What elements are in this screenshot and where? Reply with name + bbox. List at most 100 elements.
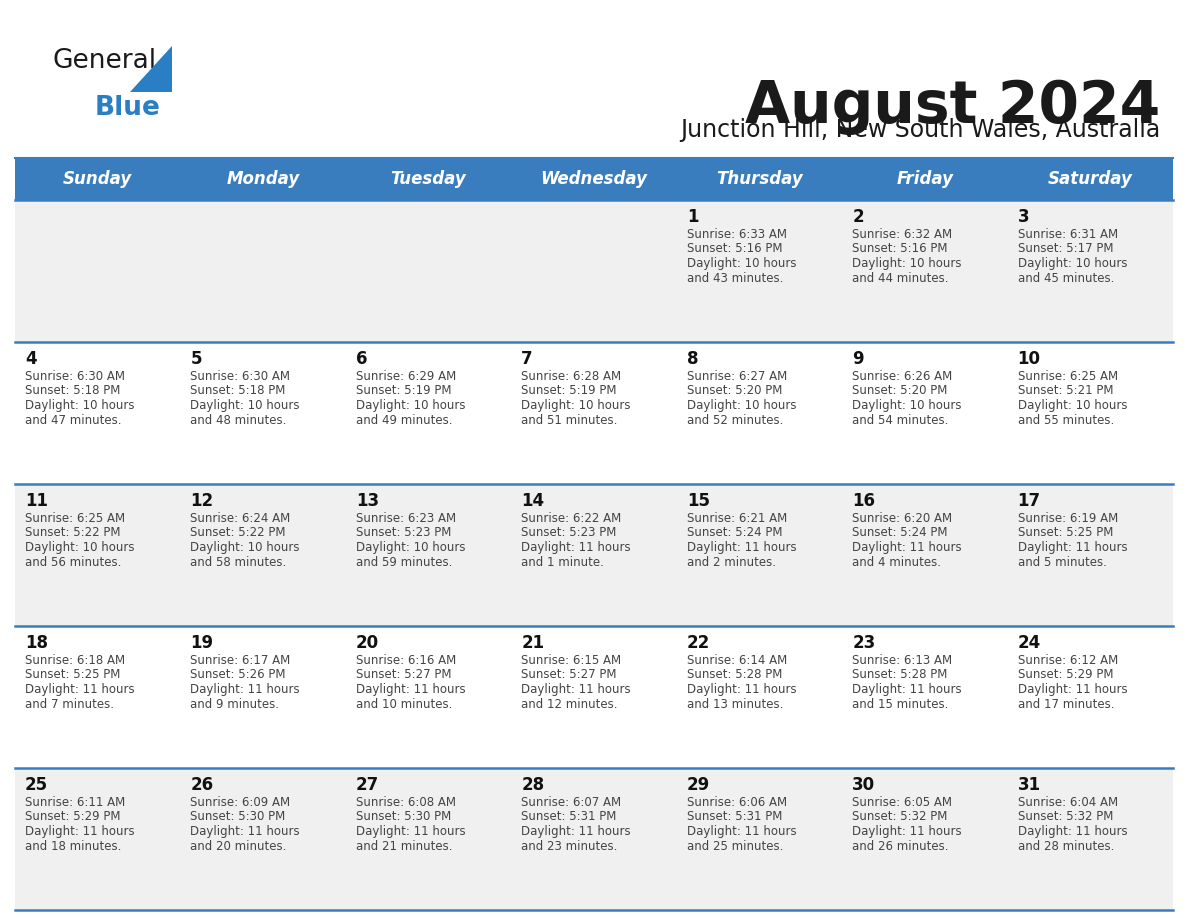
Text: Sunset: 5:30 PM: Sunset: 5:30 PM [356,811,451,823]
Text: Sunrise: 6:18 AM: Sunrise: 6:18 AM [25,654,125,667]
Text: and 7 minutes.: and 7 minutes. [25,698,114,711]
Text: Sunset: 5:27 PM: Sunset: 5:27 PM [356,668,451,681]
Text: 4: 4 [25,350,37,368]
Text: Sunrise: 6:25 AM: Sunrise: 6:25 AM [25,512,125,525]
Text: 17: 17 [1018,492,1041,510]
Text: 6: 6 [356,350,367,368]
Text: Sunset: 5:26 PM: Sunset: 5:26 PM [190,668,286,681]
Text: and 21 minutes.: and 21 minutes. [356,839,453,853]
Text: Sunset: 5:28 PM: Sunset: 5:28 PM [852,668,948,681]
Text: Sunrise: 6:32 AM: Sunrise: 6:32 AM [852,228,953,241]
Text: Daylight: 11 hours: Daylight: 11 hours [687,683,796,696]
Text: Sunrise: 6:20 AM: Sunrise: 6:20 AM [852,512,953,525]
Text: Daylight: 10 hours: Daylight: 10 hours [852,257,961,270]
Text: Sunset: 5:23 PM: Sunset: 5:23 PM [522,527,617,540]
Text: 3: 3 [1018,208,1029,226]
Text: Sunset: 5:32 PM: Sunset: 5:32 PM [1018,811,1113,823]
Text: Sunset: 5:31 PM: Sunset: 5:31 PM [687,811,782,823]
Text: Daylight: 11 hours: Daylight: 11 hours [1018,541,1127,554]
Text: 21: 21 [522,634,544,652]
Text: Sunrise: 6:12 AM: Sunrise: 6:12 AM [1018,654,1118,667]
Text: and 44 minutes.: and 44 minutes. [852,272,949,285]
Text: Sunset: 5:18 PM: Sunset: 5:18 PM [190,385,286,397]
Text: and 52 minutes.: and 52 minutes. [687,413,783,427]
Text: Junction Hill, New South Wales, Australia: Junction Hill, New South Wales, Australi… [680,118,1159,142]
Text: 9: 9 [852,350,864,368]
Text: Sunrise: 6:22 AM: Sunrise: 6:22 AM [522,512,621,525]
Text: Sunrise: 6:33 AM: Sunrise: 6:33 AM [687,228,786,241]
Text: 29: 29 [687,776,710,794]
Text: Sunset: 5:21 PM: Sunset: 5:21 PM [1018,385,1113,397]
Text: Daylight: 10 hours: Daylight: 10 hours [1018,399,1127,412]
Text: 16: 16 [852,492,876,510]
Text: and 45 minutes.: and 45 minutes. [1018,272,1114,285]
Text: 7: 7 [522,350,533,368]
Text: Thursday: Thursday [716,170,803,188]
Text: Daylight: 11 hours: Daylight: 11 hours [522,683,631,696]
Text: 10: 10 [1018,350,1041,368]
Text: 23: 23 [852,634,876,652]
Text: 8: 8 [687,350,699,368]
Text: Daylight: 10 hours: Daylight: 10 hours [852,399,961,412]
Text: Daylight: 11 hours: Daylight: 11 hours [852,825,962,838]
Text: and 49 minutes.: and 49 minutes. [356,413,453,427]
Bar [15,484,1173,626]
Text: Sunset: 5:18 PM: Sunset: 5:18 PM [25,385,120,397]
Text: Daylight: 10 hours: Daylight: 10 hours [1018,257,1127,270]
Text: General: General [52,48,156,74]
Text: and 12 minutes.: and 12 minutes. [522,698,618,711]
Text: Daylight: 11 hours: Daylight: 11 hours [522,825,631,838]
Text: Daylight: 11 hours: Daylight: 11 hours [25,683,134,696]
Bar [15,200,1173,342]
Text: and 1 minute.: and 1 minute. [522,555,605,568]
Text: Sunrise: 6:21 AM: Sunrise: 6:21 AM [687,512,786,525]
Text: Sunset: 5:16 PM: Sunset: 5:16 PM [852,242,948,255]
Text: and 59 minutes.: and 59 minutes. [356,555,453,568]
Text: 18: 18 [25,634,48,652]
Text: Sunset: 5:19 PM: Sunset: 5:19 PM [356,385,451,397]
Text: Sunrise: 6:24 AM: Sunrise: 6:24 AM [190,512,291,525]
Text: Daylight: 11 hours: Daylight: 11 hours [852,541,962,554]
Text: Sunrise: 6:08 AM: Sunrise: 6:08 AM [356,796,456,809]
Bar [15,342,1173,484]
Text: Sunrise: 6:14 AM: Sunrise: 6:14 AM [687,654,786,667]
Text: Daylight: 11 hours: Daylight: 11 hours [522,541,631,554]
Text: Sunrise: 6:31 AM: Sunrise: 6:31 AM [1018,228,1118,241]
Text: Sunset: 5:30 PM: Sunset: 5:30 PM [190,811,285,823]
Text: Daylight: 11 hours: Daylight: 11 hours [1018,683,1127,696]
Text: Daylight: 11 hours: Daylight: 11 hours [356,825,466,838]
Text: Sunset: 5:28 PM: Sunset: 5:28 PM [687,668,782,681]
Text: Daylight: 11 hours: Daylight: 11 hours [852,683,962,696]
Text: and 10 minutes.: and 10 minutes. [356,698,453,711]
Text: and 17 minutes.: and 17 minutes. [1018,698,1114,711]
Text: Daylight: 10 hours: Daylight: 10 hours [356,541,466,554]
Text: Sunrise: 6:29 AM: Sunrise: 6:29 AM [356,370,456,383]
Text: Sunset: 5:25 PM: Sunset: 5:25 PM [25,668,120,681]
Text: 22: 22 [687,634,710,652]
Text: Daylight: 10 hours: Daylight: 10 hours [522,399,631,412]
Text: Sunrise: 6:30 AM: Sunrise: 6:30 AM [190,370,290,383]
Text: Sunset: 5:20 PM: Sunset: 5:20 PM [687,385,782,397]
Text: 31: 31 [1018,776,1041,794]
Text: Sunrise: 6:19 AM: Sunrise: 6:19 AM [1018,512,1118,525]
Text: Wednesday: Wednesday [541,170,647,188]
Text: Sunset: 5:16 PM: Sunset: 5:16 PM [687,242,782,255]
Text: Daylight: 11 hours: Daylight: 11 hours [687,541,796,554]
Text: 19: 19 [190,634,214,652]
Text: Sunrise: 6:05 AM: Sunrise: 6:05 AM [852,796,952,809]
Text: Daylight: 11 hours: Daylight: 11 hours [1018,825,1127,838]
Text: 20: 20 [356,634,379,652]
Text: Sunrise: 6:27 AM: Sunrise: 6:27 AM [687,370,786,383]
Text: Sunset: 5:17 PM: Sunset: 5:17 PM [1018,242,1113,255]
Text: Sunset: 5:23 PM: Sunset: 5:23 PM [356,527,451,540]
Text: Sunset: 5:29 PM: Sunset: 5:29 PM [1018,668,1113,681]
Text: and 5 minutes.: and 5 minutes. [1018,555,1106,568]
Text: 2: 2 [852,208,864,226]
Text: and 26 minutes.: and 26 minutes. [852,839,949,853]
Text: Daylight: 10 hours: Daylight: 10 hours [190,399,299,412]
Text: 12: 12 [190,492,214,510]
Text: and 25 minutes.: and 25 minutes. [687,839,783,853]
Text: Sunrise: 6:07 AM: Sunrise: 6:07 AM [522,796,621,809]
Text: Sunset: 5:24 PM: Sunset: 5:24 PM [852,527,948,540]
Text: 1: 1 [687,208,699,226]
